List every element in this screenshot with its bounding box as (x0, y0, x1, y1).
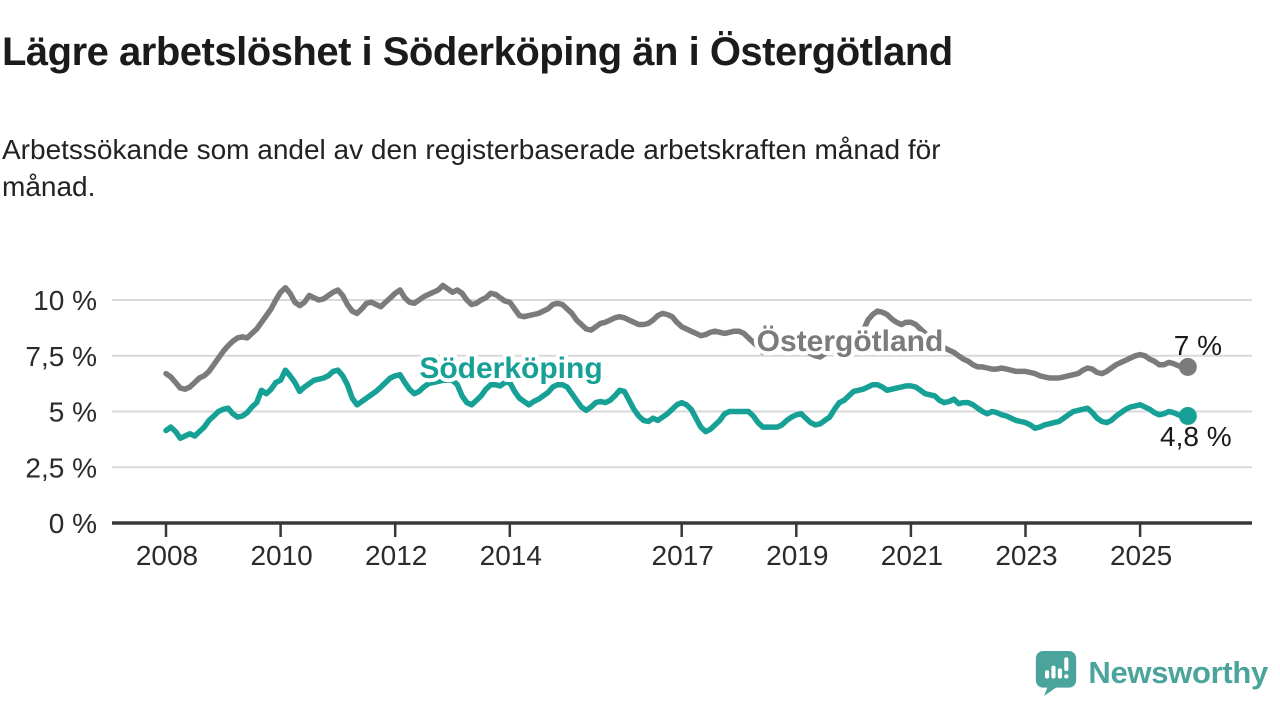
y-axis-label-2.5: 2,5 % (25, 452, 97, 483)
series-label-östergötland: Östergötland (757, 325, 944, 358)
logo-bar-2 (1051, 665, 1056, 679)
logo-exclamation-bar (1064, 657, 1069, 672)
x-axis-label-2019: 2019 (766, 540, 828, 571)
chart-subtitle-line-1: Arbetssökande som andel av den registerb… (2, 134, 941, 165)
x-axis-label-2008: 2008 (136, 540, 198, 571)
newsworthy-logo: Newsworthy (1034, 649, 1268, 696)
series-label-söderköping: Söderköping (419, 352, 602, 385)
series-line-söderköping (163, 367, 1191, 442)
chart-title: Lägre arbetslöshet i Söderköping än i Ös… (2, 30, 953, 74)
chart-subtitle: Arbetssökande som andel av den registerb… (2, 131, 941, 205)
series-end-dot-söderköping (1178, 406, 1197, 425)
x-axis-label-2010: 2010 (250, 540, 312, 571)
x-axis-label-2012: 2012 (365, 540, 427, 571)
x-axis-label-2017: 2017 (652, 540, 714, 571)
newsworthy-logo-icon (1036, 650, 1077, 696)
logo-speech-bubble (1036, 650, 1077, 696)
series-end-dot-östergötland (1178, 357, 1197, 376)
series-end-value-östergötland: 7 % (1174, 330, 1222, 361)
chart-subtitle-line-2: månad. (2, 171, 96, 202)
x-axis-label-2025: 2025 (1110, 540, 1172, 571)
x-axis-label-2014: 2014 (480, 540, 542, 571)
logo-bar-3 (1058, 668, 1063, 679)
y-axis-label-10: 10 % (33, 285, 97, 316)
series-end-value-söderköping: 4,8 % (1160, 421, 1232, 452)
y-axis-label-7.5: 7,5 % (25, 341, 97, 372)
x-axis-label-2023: 2023 (995, 540, 1057, 571)
y-axis-label-5: 5 % (49, 397, 97, 428)
y-axis-label-0: 0 % (49, 508, 97, 539)
logo-bar-1 (1045, 670, 1050, 679)
newsworthy-logo-text: Newsworthy (1088, 654, 1268, 690)
logo-exclamation-dot (1064, 674, 1069, 679)
x-axis-label-2021: 2021 (881, 540, 943, 571)
series-line-östergötland (163, 282, 1191, 392)
